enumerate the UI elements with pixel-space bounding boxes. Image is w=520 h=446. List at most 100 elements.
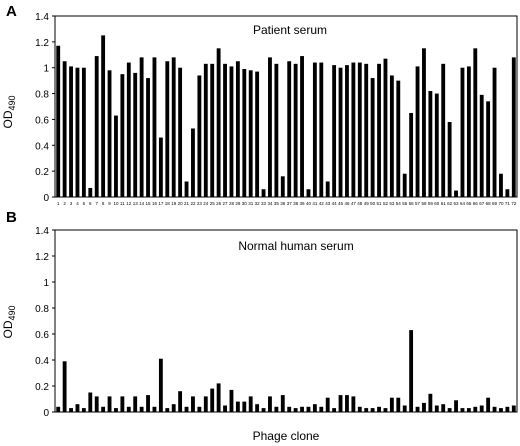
bar-a-25 <box>210 63 215 198</box>
bar-b-50 <box>370 408 375 412</box>
x-tick-label: 45 <box>338 201 344 206</box>
y-tick-label: 0.2 <box>35 167 49 178</box>
x-tick-label: 36 <box>280 201 286 206</box>
bar-b-22 <box>191 396 195 412</box>
bar-a-63 <box>454 190 458 197</box>
bar-b-68 <box>486 397 491 412</box>
x-tick-label: 32 <box>255 201 261 206</box>
bar-a-41 <box>312 62 317 197</box>
bar-b-67 <box>479 405 484 412</box>
bar-a-55 <box>402 173 407 197</box>
bars-a <box>56 35 516 198</box>
bar-a-43 <box>325 181 330 197</box>
chart-title-a: Patient serum <box>253 23 327 37</box>
bar-b-61 <box>441 404 446 412</box>
bar-b-2 <box>62 361 67 412</box>
x-tick-label: 11 <box>120 201 125 206</box>
bar-b-4 <box>75 404 80 412</box>
x-tick-label: 49 <box>364 201 370 206</box>
bar-b-63 <box>454 400 458 412</box>
bar-a-58 <box>422 48 426 198</box>
x-tick-label: 53 <box>389 201 395 206</box>
x-tick-label: 34 <box>267 201 273 206</box>
bar-a-61 <box>441 63 446 198</box>
bar-a-2 <box>62 61 67 197</box>
bar-b-33 <box>261 408 266 412</box>
bar-a-68 <box>486 101 491 197</box>
x-ticks-a: 1 2 3 4 5 6 7 8 9 10 11 12 13 14 15 16 17 18 19 20 21 22 23 24 2… <box>57 201 517 206</box>
bar-b-72 <box>511 405 516 412</box>
y-tick-label: 0 <box>43 193 49 204</box>
x-tick-label: 50 <box>370 201 376 206</box>
bar-b-52 <box>383 408 388 412</box>
bar-a-44 <box>332 65 337 197</box>
bar-a-31 <box>248 70 253 197</box>
bar-a-53 <box>389 75 394 197</box>
bar-b-10 <box>114 408 118 412</box>
bar-a-14 <box>139 57 144 197</box>
bar-b-70 <box>499 408 503 412</box>
bar-b-65 <box>466 408 471 412</box>
x-tick-label: 26 <box>216 201 222 206</box>
bar-a-40 <box>306 189 311 197</box>
bar-b-51 <box>377 406 381 412</box>
bars-b <box>56 330 516 412</box>
bar-b-41 <box>312 404 317 412</box>
x-tick-label: 44 <box>332 201 338 206</box>
x-tick-label: 20 <box>178 201 184 206</box>
bar-a-37 <box>287 61 292 197</box>
bar-b-55 <box>402 405 407 412</box>
bar-b-25 <box>210 388 215 412</box>
y-tick-label: 1.4 <box>35 12 49 23</box>
x-tick-label: 52 <box>383 201 389 206</box>
bar-a-20 <box>178 67 183 197</box>
bar-b-46 <box>345 395 349 412</box>
x-tick-label: 59 <box>428 201 434 206</box>
x-tick-label: 62 <box>447 201 453 206</box>
bar-b-62 <box>447 408 452 412</box>
bar-b-48 <box>357 406 362 412</box>
x-tick-label: 63 <box>454 201 460 206</box>
x-tick-label: 66 <box>473 201 479 206</box>
bar-b-69 <box>492 406 497 412</box>
x-tick-label: 40 <box>306 201 312 206</box>
bar-a-56 <box>409 112 414 197</box>
x-tick-label: 5 <box>83 201 86 206</box>
bar-b-16 <box>152 406 157 412</box>
bar-b-13 <box>133 396 138 412</box>
bar-b-37 <box>287 406 292 412</box>
bar-b-31 <box>248 396 253 412</box>
y-tick-label: 0.4 <box>35 141 49 152</box>
x-tick-label: 23 <box>197 201 203 206</box>
x-tick-label: 18 <box>165 201 171 206</box>
bar-a-13 <box>133 72 138 197</box>
bar-b-23 <box>197 406 202 412</box>
x-tick-label: 61 <box>441 201 447 206</box>
bar-b-59 <box>428 393 433 412</box>
bar-b-21 <box>184 406 189 412</box>
bar-b-42 <box>319 406 324 412</box>
x-tick-label: 38 <box>293 201 299 206</box>
bar-a-35 <box>274 63 279 198</box>
y-tick-label: 1.2 <box>35 38 49 49</box>
bar-b-11 <box>120 396 125 412</box>
x-tick-label: 2 <box>63 201 66 206</box>
bar-b-71 <box>505 406 510 412</box>
x-tick-label: 57 <box>415 201 421 206</box>
bar-b-47 <box>351 396 356 412</box>
x-tick-label: 60 <box>434 201 440 206</box>
x-tick-label: 68 <box>486 201 492 206</box>
bar-a-21 <box>184 181 189 197</box>
x-tick-label: 16 <box>152 201 158 206</box>
bar-a-65 <box>466 66 471 198</box>
x-tick-label: 9 <box>108 201 111 206</box>
bar-a-10 <box>114 115 118 197</box>
x-tick-label: 51 <box>377 201 383 206</box>
x-tick-label: 55 <box>402 201 408 206</box>
bar-b-66 <box>473 406 478 412</box>
x-tick-label: 17 <box>158 201 164 206</box>
bar-b-58 <box>422 402 426 412</box>
bar-a-22 <box>191 128 195 197</box>
y-tick-label: 0.4 <box>35 356 49 367</box>
